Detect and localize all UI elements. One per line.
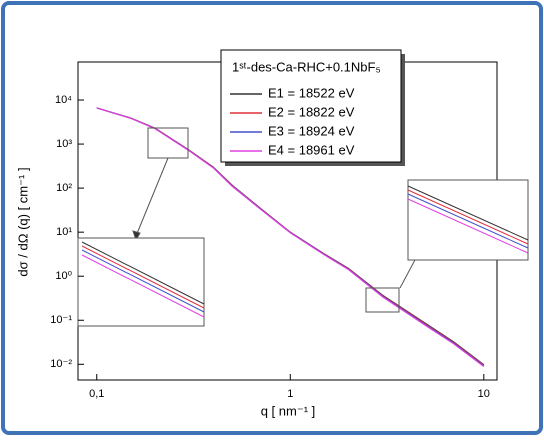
legend-label: E4 = 18961 eV	[268, 142, 355, 157]
legend: 1ˢᵗ-des-Ca-RHC+0.1NbF₅ E1 = 18522 eV E2 =…	[220, 49, 405, 166]
y-tick-label: 10⁻²	[50, 358, 72, 370]
y-tick-label: 10⁰	[55, 270, 72, 282]
x-tick-label: 0,1	[89, 388, 104, 400]
x-axis-label: q [ nm⁻¹ ]	[261, 403, 316, 418]
y-tick-label: 10³	[56, 138, 72, 150]
y-tick-label: 10⁴	[55, 94, 72, 106]
x-tick-label: 10	[478, 388, 490, 400]
legend-label: E3 = 18924 eV	[268, 123, 355, 138]
legend-title: 1ˢᵗ-des-Ca-RHC+0.1NbF₅	[232, 59, 381, 74]
legend-label: E2 = 18822 eV	[268, 104, 355, 119]
legend-box	[220, 49, 402, 163]
zoom-decoration	[77, 127, 529, 327]
y-tick-label: 10¹	[56, 226, 72, 238]
y-tick-label: 10²	[56, 182, 72, 194]
legend-label: E1 = 18522 eV	[268, 85, 355, 100]
series-line	[96, 107, 485, 368]
y-axis-label: dσ / dΩ (q) [ cm⁻¹ ]	[15, 167, 30, 276]
x-tick-label: 1	[287, 388, 293, 400]
y-tick-label: 10⁻¹	[50, 314, 72, 326]
